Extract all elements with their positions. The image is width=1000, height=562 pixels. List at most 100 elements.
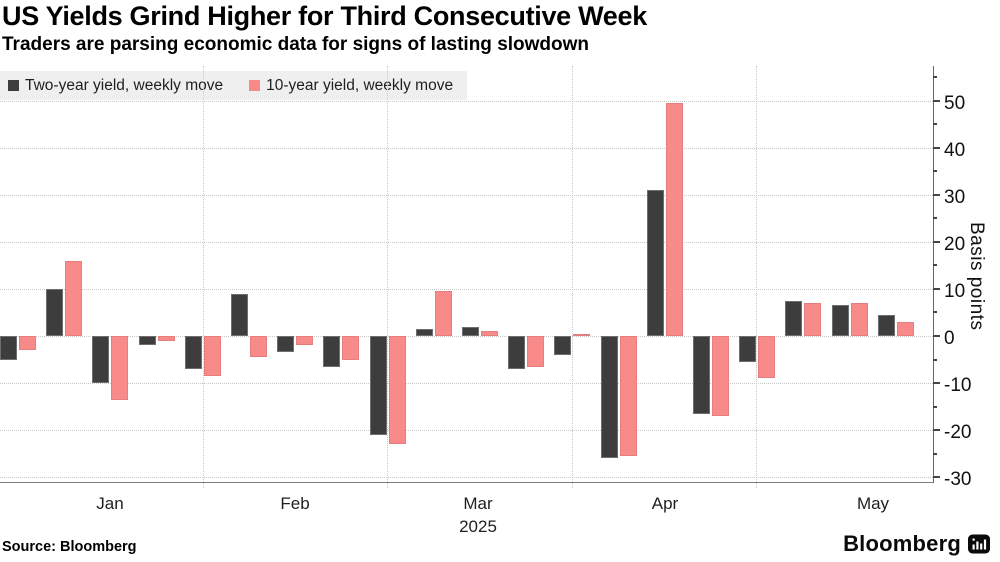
x-label-feb: Feb <box>280 494 310 513</box>
chart-title: US Yields Grind Higher for Third Consecu… <box>2 1 647 31</box>
bar-two-year-week-5 <box>185 336 202 369</box>
ten-year-swatch-icon <box>249 80 261 91</box>
bar-ten-year-week-16 <box>712 336 729 417</box>
bar-two-year-week-6 <box>231 293 248 336</box>
legend-label-two-year: Two-year yield, weekly move <box>25 76 224 94</box>
y-major-tick--30 <box>933 476 940 479</box>
bar-two-year-week-19 <box>832 305 849 336</box>
bar-ten-year-week-9 <box>389 336 406 445</box>
bar-ten-year-week-7 <box>296 336 313 346</box>
gridline-month-1 <box>203 66 204 488</box>
bar-two-year-week-14 <box>601 336 618 459</box>
bar-ten-year-week-17 <box>758 336 775 379</box>
bar-two-year-week-10 <box>416 328 433 336</box>
gridline-month-4 <box>756 66 757 488</box>
y-tick-label-50: 50 <box>944 92 966 114</box>
gridline-month-3 <box>572 66 573 488</box>
y-tick-label--10: -10 <box>944 375 972 397</box>
gridline-h-50 <box>0 100 933 102</box>
bar-two-year-week-16 <box>693 336 710 414</box>
y-minor-tick-25 <box>933 217 937 220</box>
bar-ten-year-week-12 <box>527 336 544 367</box>
bar-ten-year-week-20 <box>897 321 914 336</box>
gridline-h--30 <box>0 477 933 479</box>
bar-ten-year-week-19 <box>851 303 868 336</box>
bar-ten-year-week-13 <box>573 333 590 336</box>
plot-area: 50 40 30 20 10 0 -10 -20 -30 <box>0 66 971 489</box>
bar-two-year-week-2 <box>46 288 63 336</box>
x-label-mar: Mar <box>463 494 493 513</box>
bar-two-year-week-17 <box>739 336 756 362</box>
y-tick-label-10: 10 <box>944 280 966 302</box>
gridline-h-40 <box>0 147 933 149</box>
bar-ten-year-week-14 <box>620 336 637 457</box>
y-minor-tick-55 <box>933 75 937 78</box>
y-minor-tick--5 <box>933 358 937 361</box>
y-tick-label-40: 40 <box>944 139 966 161</box>
bloomberg-logo: Bloomberg <box>843 531 990 557</box>
bar-two-year-week-8 <box>323 336 340 367</box>
x-label-apr: Apr <box>651 494 679 513</box>
y-major-tick-50 <box>933 99 940 102</box>
gridline-h-10 <box>0 288 933 290</box>
bar-ten-year-week-2 <box>65 260 82 336</box>
bloomberg-logo-icon <box>968 534 990 554</box>
bloomberg-logo-text: Bloomberg <box>843 531 961 556</box>
y-minor-tick-45 <box>933 123 937 126</box>
x-label-may: May <box>856 494 890 513</box>
y-minor-tick--15 <box>933 405 937 408</box>
bar-two-year-week-13 <box>554 336 571 355</box>
chart-subtitle: Traders are parsing economic data for si… <box>2 34 590 55</box>
bar-two-year-week-11 <box>462 326 479 336</box>
x-axis-line <box>0 482 933 483</box>
bar-two-year-week-4 <box>139 336 156 346</box>
legend: Two-year yield, weekly move 10-year yiel… <box>0 71 468 100</box>
x-label-jan: Jan <box>96 494 124 513</box>
y-minor-tick-5 <box>933 311 937 314</box>
legend-item-two-year: Two-year yield, weekly move <box>8 77 223 95</box>
bar-ten-year-week-15 <box>666 102 683 336</box>
bar-two-year-week-9 <box>370 336 387 435</box>
gridline-h-20 <box>0 241 933 243</box>
y-major-tick-40 <box>933 146 940 149</box>
bar-ten-year-week-10 <box>435 291 452 336</box>
y-minor-tick-35 <box>933 170 937 173</box>
y-major-tick-10 <box>933 287 940 290</box>
y-minor-tick--25 <box>933 452 937 455</box>
y-axis-title: Basis points <box>966 222 987 331</box>
y-tick-label-0: 0 <box>944 328 955 349</box>
source-note: Source: Bloomberg <box>2 539 137 555</box>
y-tick-label-20: 20 <box>944 233 966 255</box>
bar-ten-year-week-1 <box>19 336 36 351</box>
y-major-tick--10 <box>933 382 940 385</box>
bar-ten-year-week-8 <box>342 336 359 360</box>
bar-two-year-week-1 <box>0 336 17 360</box>
bar-two-year-week-3 <box>92 336 109 384</box>
y-major-tick-0 <box>933 335 940 337</box>
y-major-tick-20 <box>933 240 940 243</box>
gridline-h--10 <box>0 383 933 385</box>
bar-two-year-week-20 <box>878 314 895 336</box>
gridline-month-2 <box>387 66 388 488</box>
legend-item-ten-year: 10-year yield, weekly move <box>249 77 453 95</box>
y-tick-label--30: -30 <box>944 469 972 491</box>
gridline-h-0 <box>0 336 933 337</box>
two-year-swatch-icon <box>8 80 19 91</box>
bar-ten-year-week-18 <box>804 303 821 336</box>
y-tick-label--20: -20 <box>944 422 972 444</box>
y-axis-line <box>933 66 934 483</box>
bar-ten-year-week-6 <box>250 336 267 358</box>
bar-ten-year-week-5 <box>204 336 221 377</box>
y-minor-tick-15 <box>933 264 937 267</box>
bar-two-year-week-15 <box>647 189 664 336</box>
bar-ten-year-week-3 <box>111 336 128 400</box>
bar-two-year-week-7 <box>277 336 294 353</box>
gridline-h--20 <box>0 430 933 432</box>
bar-two-year-week-18 <box>785 300 802 336</box>
bar-ten-year-week-4 <box>158 336 175 341</box>
bar-ten-year-week-11 <box>481 331 498 336</box>
legend-label-ten-year: 10-year yield, weekly move <box>266 76 454 94</box>
y-major-tick--20 <box>933 429 940 432</box>
y-tick-label-30: 30 <box>944 186 966 208</box>
